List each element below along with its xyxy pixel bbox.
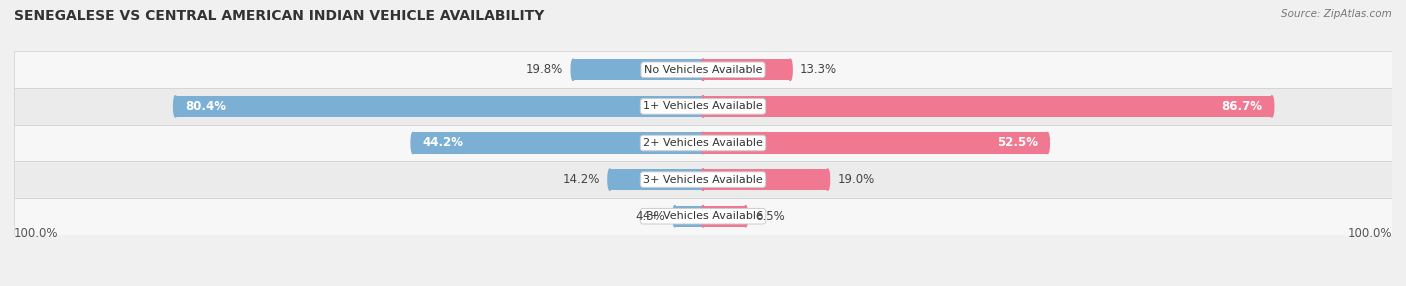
Bar [14, 161, 1392, 198]
Bar [574, 59, 703, 80]
Text: 100.0%: 100.0% [1347, 227, 1392, 240]
Circle shape [702, 59, 704, 80]
Text: 100.0%: 100.0% [14, 227, 59, 240]
Text: SENEGALESE VS CENTRAL AMERICAN INDIAN VEHICLE AVAILABILITY: SENEGALESE VS CENTRAL AMERICAN INDIAN VE… [14, 9, 544, 23]
Circle shape [702, 132, 704, 154]
Circle shape [411, 132, 415, 154]
Bar [703, 96, 1272, 117]
Bar [14, 125, 1392, 161]
Text: 44.2%: 44.2% [423, 136, 464, 150]
Bar [703, 206, 745, 227]
Text: 13.3%: 13.3% [800, 63, 837, 76]
Circle shape [825, 169, 830, 190]
Text: 4+ Vehicles Available: 4+ Vehicles Available [643, 211, 763, 221]
Circle shape [1046, 132, 1049, 154]
Circle shape [607, 169, 612, 190]
Text: 86.7%: 86.7% [1220, 100, 1263, 113]
Circle shape [673, 206, 676, 227]
Circle shape [702, 206, 704, 227]
Bar [703, 169, 828, 190]
Text: 1+ Vehicles Available: 1+ Vehicles Available [643, 102, 763, 111]
Text: 80.4%: 80.4% [186, 100, 226, 113]
Bar [703, 132, 1047, 154]
Bar [703, 59, 790, 80]
Circle shape [702, 59, 704, 80]
Circle shape [702, 169, 704, 190]
Bar [610, 169, 703, 190]
Text: 52.5%: 52.5% [997, 136, 1038, 150]
Bar [176, 96, 703, 117]
Text: 3+ Vehicles Available: 3+ Vehicles Available [643, 175, 763, 184]
Bar [14, 198, 1392, 235]
Circle shape [702, 206, 704, 227]
Text: 6.5%: 6.5% [755, 210, 785, 223]
Text: Source: ZipAtlas.com: Source: ZipAtlas.com [1281, 9, 1392, 19]
Circle shape [702, 132, 704, 154]
Circle shape [702, 169, 704, 190]
Text: 2+ Vehicles Available: 2+ Vehicles Available [643, 138, 763, 148]
Text: 4.3%: 4.3% [636, 210, 665, 223]
Bar [14, 51, 1392, 88]
Text: No Vehicles Available: No Vehicles Available [644, 65, 762, 75]
Circle shape [744, 206, 748, 227]
Bar [413, 132, 703, 154]
Text: 19.0%: 19.0% [838, 173, 875, 186]
Circle shape [571, 59, 575, 80]
Circle shape [702, 96, 704, 117]
Circle shape [702, 96, 704, 117]
Circle shape [789, 59, 792, 80]
Text: 14.2%: 14.2% [562, 173, 600, 186]
Text: 19.8%: 19.8% [526, 63, 564, 76]
Bar [14, 88, 1392, 125]
Circle shape [1270, 96, 1274, 117]
Bar [675, 206, 703, 227]
Circle shape [173, 96, 177, 117]
